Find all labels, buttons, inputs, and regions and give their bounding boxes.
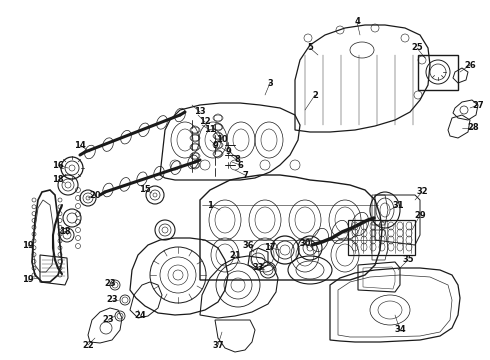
Text: 13: 13	[194, 108, 206, 117]
Text: 37: 37	[212, 341, 224, 350]
Text: 12: 12	[199, 117, 211, 126]
Text: 33: 33	[252, 264, 264, 273]
Text: 26: 26	[464, 60, 476, 69]
Text: 24: 24	[134, 310, 146, 320]
Text: 30: 30	[299, 239, 311, 248]
Text: 20: 20	[89, 190, 101, 199]
Text: 8: 8	[234, 156, 240, 165]
Text: 23: 23	[106, 296, 118, 305]
Text: 9: 9	[225, 148, 231, 157]
Text: 1: 1	[207, 201, 213, 210]
Text: 34: 34	[394, 325, 406, 334]
Text: 10: 10	[216, 135, 228, 144]
Text: 32: 32	[416, 188, 428, 197]
Text: 2: 2	[312, 90, 318, 99]
Text: 17: 17	[264, 243, 276, 252]
Text: 16: 16	[52, 161, 64, 170]
Text: 7: 7	[242, 171, 248, 180]
Bar	[418, 55, 458, 90]
Text: 5: 5	[307, 44, 313, 53]
Text: 9: 9	[212, 140, 218, 149]
Text: 28: 28	[467, 123, 479, 132]
Text: 23: 23	[102, 315, 114, 324]
Text: 25: 25	[411, 44, 423, 53]
Text: 18: 18	[52, 175, 64, 184]
Text: 6: 6	[237, 161, 243, 170]
Text: 27: 27	[472, 100, 484, 109]
Text: 21: 21	[229, 251, 241, 260]
Text: 19: 19	[22, 275, 34, 284]
Text: 4: 4	[354, 18, 360, 27]
Text: 31: 31	[392, 201, 404, 210]
Text: 18: 18	[59, 228, 71, 237]
Text: 36: 36	[242, 240, 254, 249]
Text: 3: 3	[267, 78, 273, 87]
Text: 19: 19	[22, 240, 34, 249]
Text: 23: 23	[104, 279, 116, 288]
Text: 29: 29	[414, 211, 426, 220]
Text: 22: 22	[82, 341, 94, 350]
Text: 11: 11	[204, 126, 216, 135]
Text: 35: 35	[402, 256, 414, 265]
Text: 14: 14	[74, 140, 86, 149]
Text: 15: 15	[139, 185, 151, 194]
